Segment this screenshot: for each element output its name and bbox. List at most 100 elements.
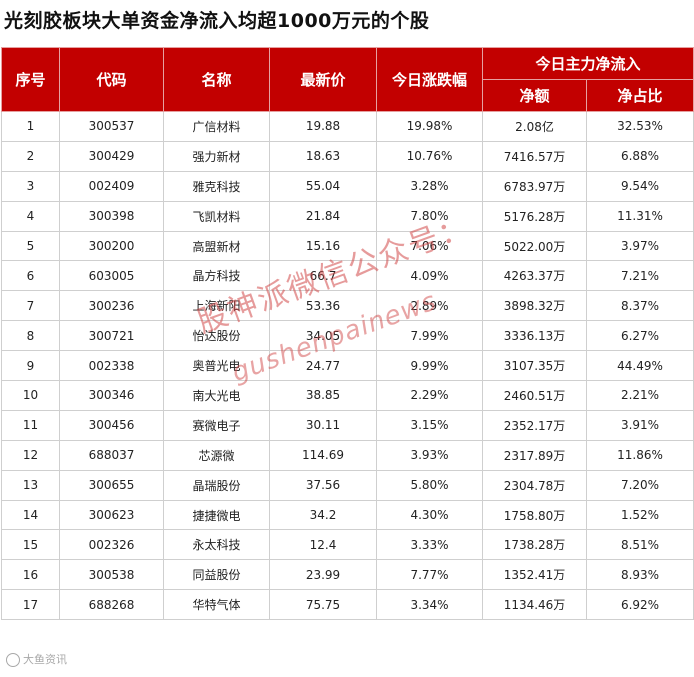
cell-code: 002409 [59,170,164,202]
cell-seq: 5 [1,230,60,262]
cell-price: 66.7 [269,260,377,292]
cell-name: 强力新材 [163,140,270,172]
cell-change: 3.33% [376,529,483,561]
table-row: 14 300623 捷捷微电 34.2 4.30% 1758.80万 1.52% [1,499,694,531]
cell-price: 34.2 [269,499,377,531]
cell-change: 7.77% [376,559,483,591]
header-price: 最新价 [269,47,377,112]
cell-name: 华特气体 [163,589,270,621]
cell-price: 75.75 [269,589,377,621]
cell-name: 同益股份 [163,559,270,591]
logo-icon [6,653,20,667]
cell-change: 2.29% [376,380,483,411]
cell-name: 永太科技 [163,529,270,561]
table-row: 3 002409 雅克科技 55.04 3.28% 6783.97万 9.54% [1,170,694,202]
cell-amount: 5176.28万 [482,200,587,232]
cell-code: 300721 [59,320,164,352]
table-row: 10 300346 南大光电 38.85 2.29% 2460.51万 2.21% [1,380,694,411]
cell-code: 300537 [59,111,164,142]
cell-code: 002326 [59,529,164,561]
cell-change: 3.93% [376,439,483,471]
cell-price: 21.84 [269,200,377,232]
cell-price: 34.05 [269,320,377,352]
cell-amount: 1738.28万 [482,529,587,561]
cell-code: 300538 [59,559,164,591]
cell-name: 高盟新材 [163,230,270,262]
cell-change: 2.89% [376,290,483,322]
cell-name: 南大光电 [163,380,270,411]
header-seq: 序号 [1,47,60,112]
cell-ratio: 1.52% [585,499,694,531]
cell-ratio: 3.97% [585,230,694,262]
table-row: 5 300200 高盟新材 15.16 7.06% 5022.00万 3.97% [1,230,694,262]
cell-price: 23.99 [269,559,377,591]
cell-amount: 6783.97万 [482,170,587,202]
cell-amount: 5022.00万 [482,230,587,262]
cell-ratio: 2.21% [585,380,694,411]
cell-change: 3.28% [376,170,483,202]
table-row: 8 300721 怡达股份 34.05 7.99% 3336.13万 6.27% [1,320,694,352]
cell-code: 688268 [59,589,164,621]
table-row: 17 688268 华特气体 75.75 3.34% 1134.46万 6.92% [1,589,694,621]
table-row: 12 688037 芯源微 114.69 3.93% 2317.89万 11.86% [1,439,694,471]
cell-amount: 3107.35万 [482,350,587,382]
table-row: 9 002338 奥普光电 24.77 9.99% 3107.35万 44.49% [1,350,694,382]
cell-seq: 17 [1,589,60,621]
header-net-ratio: 净占比 [585,79,694,112]
cell-code: 300655 [59,469,164,501]
cell-amount: 3898.32万 [482,290,587,322]
table-row: 15 002326 永太科技 12.4 3.33% 1738.28万 8.51% [1,529,694,561]
cell-ratio: 6.27% [585,320,694,352]
header-code: 代码 [59,47,164,112]
cell-seq: 1 [1,111,60,142]
cell-amount: 2352.17万 [482,409,587,441]
cell-name: 芯源微 [163,439,270,471]
cell-seq: 12 [1,439,60,471]
cell-ratio: 8.93% [585,559,694,591]
page-title: 光刻胶板块大单资金净流入均超1000万元的个股 [4,10,430,32]
cell-price: 19.88 [269,111,377,142]
cell-ratio: 9.54% [585,170,694,202]
cell-seq: 15 [1,529,60,561]
cell-amount: 1352.41万 [482,559,587,591]
cell-amount: 7416.57万 [482,140,587,172]
table-row: 16 300538 同益股份 23.99 7.77% 1352.41万 8.93% [1,559,694,591]
cell-amount: 2317.89万 [482,439,587,471]
cell-name: 赛微电子 [163,409,270,441]
cell-change: 7.06% [376,230,483,262]
table-row: 7 300236 上海新阳 53.36 2.89% 3898.32万 8.37% [1,290,694,322]
cell-price: 37.56 [269,469,377,501]
cell-code: 300623 [59,499,164,531]
cell-code: 300200 [59,230,164,262]
cell-name: 晶瑞股份 [163,469,270,501]
cell-change: 7.80% [376,200,483,232]
cell-name: 飞凯材料 [163,200,270,232]
cell-change: 19.98% [376,111,483,142]
header-change: 今日涨跌幅 [376,47,483,112]
cell-change: 7.99% [376,320,483,352]
table-row: 2 300429 强力新材 18.63 10.76% 7416.57万 6.88% [1,140,694,172]
cell-ratio: 6.88% [585,140,694,172]
cell-seq: 6 [1,260,60,292]
cell-seq: 7 [1,290,60,322]
cell-price: 12.4 [269,529,377,561]
cell-ratio: 8.37% [585,290,694,322]
cell-ratio: 44.49% [585,350,694,382]
cell-amount: 1758.80万 [482,499,587,531]
logo-text: 大鱼资讯 [23,653,67,666]
cell-change: 5.80% [376,469,483,501]
cell-amount: 2460.51万 [482,380,587,411]
table-row: 13 300655 晶瑞股份 37.56 5.80% 2304.78万 7.20% [1,469,694,501]
logo: 大鱼资讯 [6,651,67,667]
table-row: 4 300398 飞凯材料 21.84 7.80% 5176.28万 11.31% [1,200,694,232]
cell-amount: 3336.13万 [482,320,587,352]
cell-price: 30.11 [269,409,377,441]
cell-name: 雅克科技 [163,170,270,202]
cell-price: 24.77 [269,350,377,382]
cell-price: 18.63 [269,140,377,172]
cell-change: 9.99% [376,350,483,382]
header-name: 名称 [163,47,270,112]
cell-name: 晶方科技 [163,260,270,292]
cell-seq: 3 [1,170,60,202]
cell-code: 688037 [59,439,164,471]
